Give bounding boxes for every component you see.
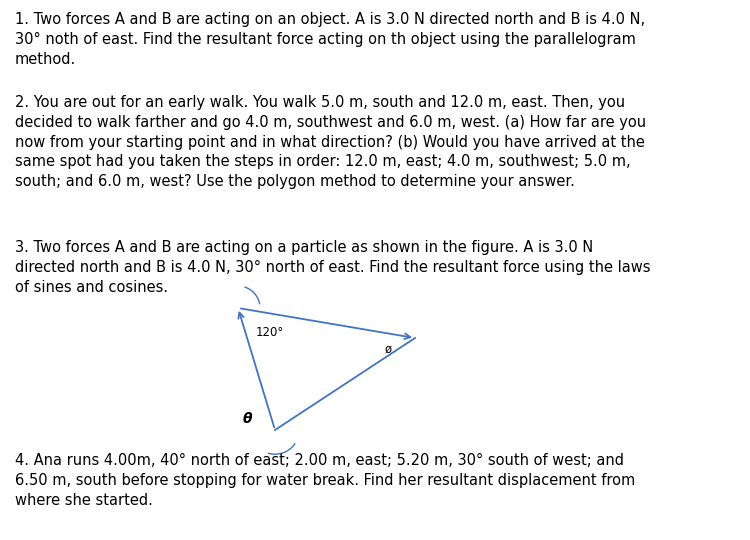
Text: 2. You are out for an early walk. You walk 5.0 m, south and 12.0 m, east. Then, : 2. You are out for an early walk. You wa…	[15, 95, 646, 189]
Text: 1. Two forces A and B are acting on an object. A is 3.0 N directed north and B i: 1. Two forces A and B are acting on an o…	[15, 12, 645, 66]
Text: 4. Ana runs 4.00m, 40° north of east; 2.00 m, east; 5.20 m, 30° south of west; a: 4. Ana runs 4.00m, 40° north of east; 2.…	[15, 453, 635, 508]
Text: θ: θ	[243, 412, 253, 426]
Text: 120°: 120°	[256, 326, 284, 339]
Text: 3. Two forces A and B are acting on a particle as shown in the figure. A is 3.0 : 3. Two forces A and B are acting on a pa…	[15, 240, 650, 295]
Text: ø: ø	[385, 343, 392, 356]
